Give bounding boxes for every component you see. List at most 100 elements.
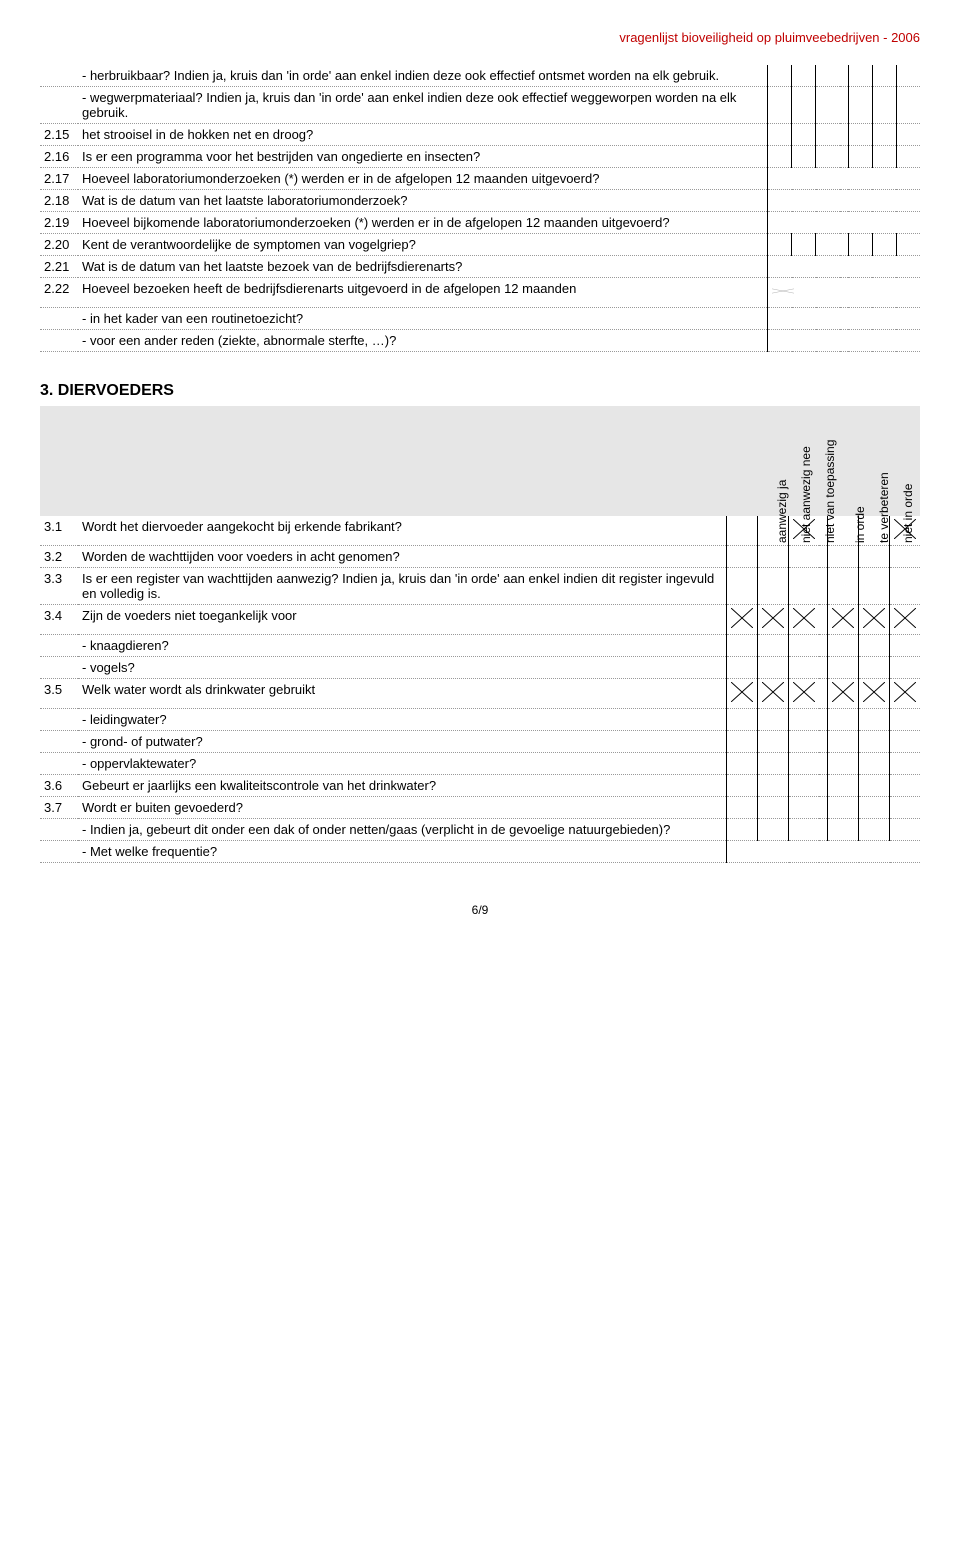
answer-cell[interactable] bbox=[789, 657, 820, 679]
answer-cell[interactable] bbox=[859, 605, 890, 635]
answer-cell[interactable] bbox=[828, 657, 859, 679]
answer-cell[interactable] bbox=[859, 797, 890, 819]
answer-cell[interactable] bbox=[828, 709, 859, 731]
answer-cell[interactable] bbox=[792, 146, 816, 168]
answer-cell[interactable] bbox=[896, 65, 920, 87]
answer-cell[interactable] bbox=[727, 657, 758, 679]
answer-cell[interactable] bbox=[828, 568, 859, 605]
answer-cell[interactable] bbox=[848, 65, 872, 87]
answer-cell[interactable] bbox=[872, 65, 896, 87]
answer-cell[interactable] bbox=[789, 679, 820, 709]
answer-cell[interactable] bbox=[890, 709, 921, 731]
answer-cell[interactable] bbox=[890, 635, 921, 657]
answer-field[interactable] bbox=[768, 168, 921, 190]
answer-cell[interactable] bbox=[727, 568, 758, 605]
answer-cell[interactable] bbox=[816, 146, 840, 168]
answer-cell[interactable] bbox=[828, 819, 859, 841]
answer-cell[interactable] bbox=[727, 546, 758, 568]
answer-cell[interactable] bbox=[727, 775, 758, 797]
answer-cell[interactable] bbox=[859, 635, 890, 657]
answer-cell[interactable] bbox=[727, 635, 758, 657]
answer-cell[interactable] bbox=[828, 797, 859, 819]
answer-cell[interactable] bbox=[890, 679, 921, 709]
answer-cell[interactable] bbox=[859, 657, 890, 679]
answer-cell[interactable] bbox=[758, 679, 789, 709]
answer-cell[interactable] bbox=[789, 709, 820, 731]
answer-cell[interactable] bbox=[859, 819, 890, 841]
answer-cell[interactable] bbox=[789, 635, 820, 657]
answer-cell[interactable] bbox=[859, 731, 890, 753]
answer-cell[interactable] bbox=[890, 605, 921, 635]
answer-cell[interactable] bbox=[859, 568, 890, 605]
answer-cell[interactable] bbox=[727, 709, 758, 731]
answer-cell[interactable] bbox=[789, 731, 820, 753]
answer-cell[interactable] bbox=[859, 679, 890, 709]
answer-cell[interactable] bbox=[859, 546, 890, 568]
answer-cell[interactable] bbox=[789, 546, 820, 568]
answer-cell[interactable] bbox=[792, 65, 816, 87]
answer-field[interactable] bbox=[768, 190, 921, 212]
answer-cell[interactable] bbox=[727, 516, 758, 546]
answer-cell[interactable] bbox=[792, 87, 816, 124]
answer-cell[interactable] bbox=[727, 797, 758, 819]
answer-cell[interactable] bbox=[848, 124, 872, 146]
answer-cell[interactable] bbox=[758, 605, 789, 635]
answer-cell[interactable] bbox=[789, 605, 820, 635]
answer-cell[interactable] bbox=[789, 797, 820, 819]
answer-cell[interactable] bbox=[768, 146, 792, 168]
answer-cell[interactable] bbox=[890, 819, 921, 841]
answer-cell[interactable] bbox=[872, 87, 896, 124]
answer-cell[interactable] bbox=[758, 546, 789, 568]
answer-cell[interactable] bbox=[816, 124, 840, 146]
answer-cell[interactable] bbox=[792, 234, 816, 256]
answer-cell[interactable] bbox=[768, 124, 792, 146]
answer-cell[interactable] bbox=[727, 819, 758, 841]
answer-field[interactable] bbox=[727, 841, 921, 863]
answer-cell[interactable] bbox=[859, 709, 890, 731]
answer-cell[interactable] bbox=[727, 679, 758, 709]
answer-cell[interactable] bbox=[859, 753, 890, 775]
answer-cell[interactable] bbox=[789, 819, 820, 841]
answer-cell[interactable] bbox=[727, 731, 758, 753]
answer-cell[interactable] bbox=[758, 731, 789, 753]
answer-cell[interactable] bbox=[828, 731, 859, 753]
answer-field[interactable] bbox=[768, 330, 921, 352]
answer-cell[interactable] bbox=[828, 775, 859, 797]
answer-cell[interactable] bbox=[848, 146, 872, 168]
answer-cell[interactable] bbox=[896, 87, 920, 124]
answer-cell[interactable] bbox=[890, 753, 921, 775]
answer-cell[interactable] bbox=[768, 87, 792, 124]
answer-cell[interactable] bbox=[890, 797, 921, 819]
answer-cell[interactable] bbox=[768, 65, 792, 87]
answer-cell[interactable] bbox=[792, 124, 816, 146]
answer-cell[interactable] bbox=[727, 605, 758, 635]
answer-cell[interactable] bbox=[789, 568, 820, 605]
answer-cell[interactable] bbox=[872, 124, 896, 146]
answer-cell[interactable] bbox=[758, 819, 789, 841]
answer-cell[interactable] bbox=[848, 234, 872, 256]
answer-cell[interactable] bbox=[828, 753, 859, 775]
answer-cell[interactable] bbox=[727, 753, 758, 775]
answer-cell[interactable] bbox=[890, 775, 921, 797]
answer-cell[interactable] bbox=[758, 753, 789, 775]
answer-cell[interactable] bbox=[828, 679, 859, 709]
answer-cell[interactable] bbox=[828, 605, 859, 635]
answer-cell[interactable] bbox=[758, 657, 789, 679]
answer-cell[interactable] bbox=[758, 635, 789, 657]
answer-cell[interactable] bbox=[758, 797, 789, 819]
answer-cell[interactable] bbox=[758, 775, 789, 797]
answer-cell[interactable] bbox=[896, 124, 920, 146]
answer-cell[interactable] bbox=[890, 568, 921, 605]
answer-cell[interactable] bbox=[890, 657, 921, 679]
answer-cell[interactable] bbox=[816, 87, 840, 124]
answer-field[interactable] bbox=[768, 308, 921, 330]
answer-cell[interactable] bbox=[872, 234, 896, 256]
answer-cell[interactable] bbox=[896, 234, 920, 256]
answer-cell[interactable] bbox=[872, 146, 896, 168]
answer-cell[interactable] bbox=[768, 234, 792, 256]
answer-cell[interactable] bbox=[828, 546, 859, 568]
answer-cell[interactable] bbox=[859, 775, 890, 797]
answer-cell[interactable] bbox=[789, 753, 820, 775]
answer-cell[interactable] bbox=[828, 635, 859, 657]
answer-cell[interactable] bbox=[816, 65, 840, 87]
